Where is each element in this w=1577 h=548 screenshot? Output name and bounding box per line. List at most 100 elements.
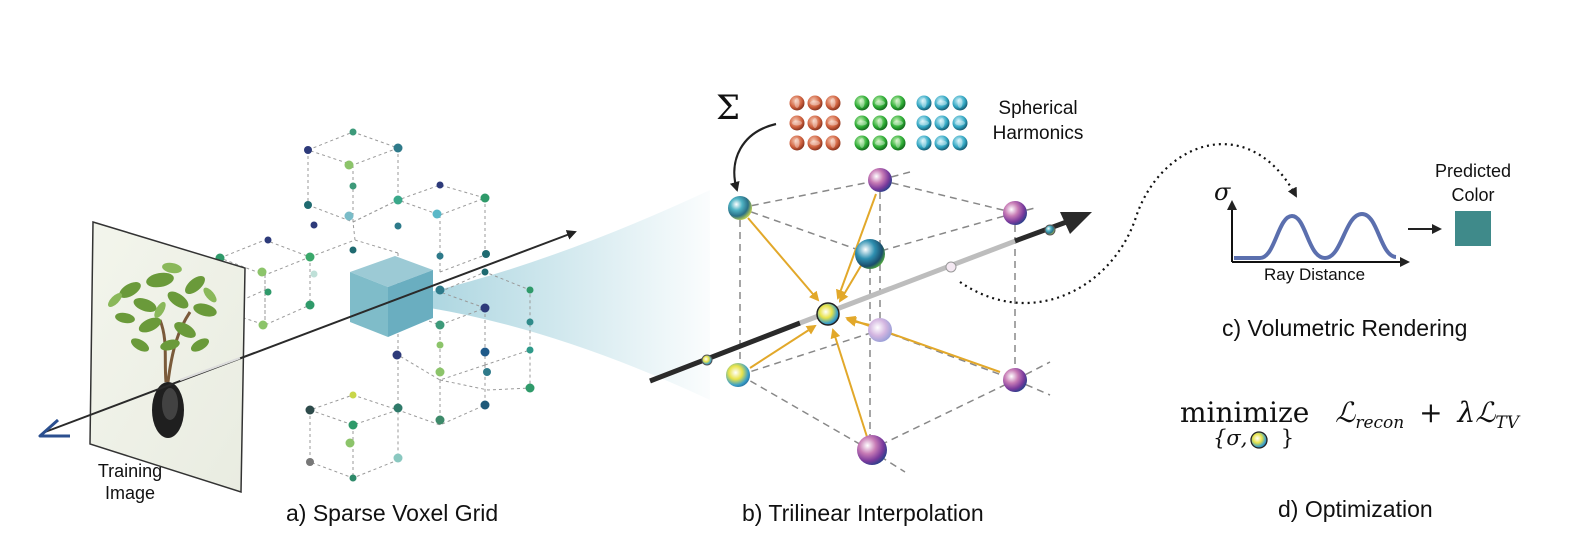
sh-basis-lobe (792, 120, 802, 126)
under-close: } (1280, 426, 1295, 450)
sh-basis-lobe (859, 98, 865, 108)
sh-basis-sphere (789, 95, 805, 111)
interpolated-sample-sphere (816, 302, 840, 326)
voxel-nodes (215, 128, 535, 482)
sh-basis-lobe (828, 120, 838, 126)
under-open: {σ, (1213, 426, 1248, 450)
density-plot (1227, 200, 1410, 267)
sh-basis-sphere (934, 135, 950, 151)
sh-basis-sphere (890, 115, 906, 131)
sh-basis-lobe (921, 98, 927, 108)
sh-basis-lobe (830, 98, 836, 108)
sum-arrow (729, 122, 777, 192)
sh-basis-lobe (895, 138, 901, 148)
training-image-line-2: Image (104, 483, 156, 503)
sh-basis-lobe (875, 100, 885, 106)
sh-basis-lobe (875, 140, 885, 146)
dotted-connector (959, 143, 1297, 305)
caption-optimization: d) Optimization (1278, 496, 1433, 522)
sh-basis-sphere (854, 95, 870, 111)
sh-basis-sphere (825, 115, 841, 131)
sh-basis-sphere (825, 95, 841, 111)
sh-basis-sphere (916, 115, 932, 131)
sh-basis-sphere (952, 115, 968, 131)
sh-inline-icon (1250, 431, 1268, 449)
ray-sample-point-front (701, 354, 713, 366)
sh-basis-lobe (812, 118, 818, 128)
sh-basis-lobe (893, 120, 903, 126)
zoom-fan (430, 190, 710, 400)
interpolation-arrows (747, 193, 1001, 441)
sh-label-line-2: Harmonics (992, 123, 1084, 144)
sh-basis-sphere (952, 95, 968, 111)
sh-basis-sphere (807, 115, 823, 131)
sh-basis-sphere (952, 135, 968, 151)
sh-basis-lobe (919, 120, 929, 126)
ray-sample-point-mid (945, 261, 957, 273)
sh-basis-grid (789, 95, 968, 151)
loss-tv-symbol: ℒ (1475, 396, 1496, 429)
sh-basis-lobe (859, 138, 865, 148)
plus-sign: + (1419, 396, 1443, 429)
sh-basis-sphere (916, 95, 932, 111)
sh-basis-sphere (854, 115, 870, 131)
sh-basis-lobe (794, 138, 800, 148)
sh-basis-lobe (957, 138, 963, 148)
loss-recon-subscript: recon (1355, 413, 1405, 433)
camera-icon (38, 418, 70, 438)
interp-ray-arrowhead (1060, 212, 1092, 234)
sh-basis-sphere (916, 135, 932, 151)
density-curve (1234, 211, 1397, 261)
sh-basis-lobe (937, 100, 947, 106)
predicted-color-line-2: Color (1451, 185, 1495, 205)
sh-basis-lobe (955, 120, 965, 126)
highlighted-voxel-cube (350, 256, 433, 337)
sh-basis-lobe (937, 140, 947, 146)
sh-basis-sphere (807, 135, 823, 151)
sh-basis-lobe (794, 98, 800, 108)
sh-basis-sphere (825, 135, 841, 151)
sh-basis-sphere (854, 135, 870, 151)
caption-sparse-voxel-grid: a) Sparse Voxel Grid (286, 500, 499, 526)
ray-sample-point-back (1044, 224, 1056, 236)
minimize-subscript: {σ, } (1213, 426, 1294, 450)
loss-tv-subscript: TV (1495, 413, 1520, 433)
ray-highlight (179, 356, 241, 382)
sh-basis-lobe (877, 118, 883, 128)
sh-basis-sphere (872, 115, 888, 131)
predicted-color-swatch (1455, 211, 1491, 246)
sh-basis-lobe (895, 98, 901, 108)
sh-basis-lobe (830, 138, 836, 148)
sh-basis-sphere (872, 135, 888, 151)
sh-basis-lobe (939, 118, 945, 128)
sh-corner-spheres (726, 168, 1027, 465)
sigma-axis-label: σ (1214, 178, 1231, 206)
sh-basis-lobe (810, 100, 820, 106)
caption-trilinear-interpolation: b) Trilinear Interpolation (742, 500, 984, 526)
sh-basis-sphere (934, 95, 950, 111)
sum-symbol: Σ (716, 88, 741, 128)
sh-basis-sphere (872, 95, 888, 111)
interp-ray-dark-front (649, 320, 801, 384)
sh-basis-lobe (857, 120, 867, 126)
minimize-word: minimize (1180, 396, 1310, 429)
sh-basis-lobe (957, 98, 963, 108)
sh-basis-sphere (789, 135, 805, 151)
plant-illustration (108, 262, 217, 438)
spherical-harmonics-label: Spherical Harmonics (984, 96, 1092, 146)
sh-basis-sphere (890, 95, 906, 111)
predicted-color-label: Predicted Color (1420, 159, 1526, 207)
training-image-line-1: Training (97, 461, 163, 481)
optimization-formula: minimize ℒrecon + λℒTV (1180, 396, 1519, 433)
sh-basis-sphere (789, 115, 805, 131)
sh-basis-sphere (934, 115, 950, 131)
camera-ray (44, 230, 577, 433)
interpolation-cube-edges (739, 171, 1051, 473)
caption-volumetric-rendering: c) Volumetric Rendering (1222, 315, 1468, 341)
lambda-symbol: λ (1457, 396, 1476, 429)
sh-basis-sphere (807, 95, 823, 111)
sh-basis-sphere (890, 135, 906, 151)
sh-label-line-1: Spherical (998, 98, 1078, 119)
loss-recon-symbol: ℒ (1335, 396, 1356, 429)
